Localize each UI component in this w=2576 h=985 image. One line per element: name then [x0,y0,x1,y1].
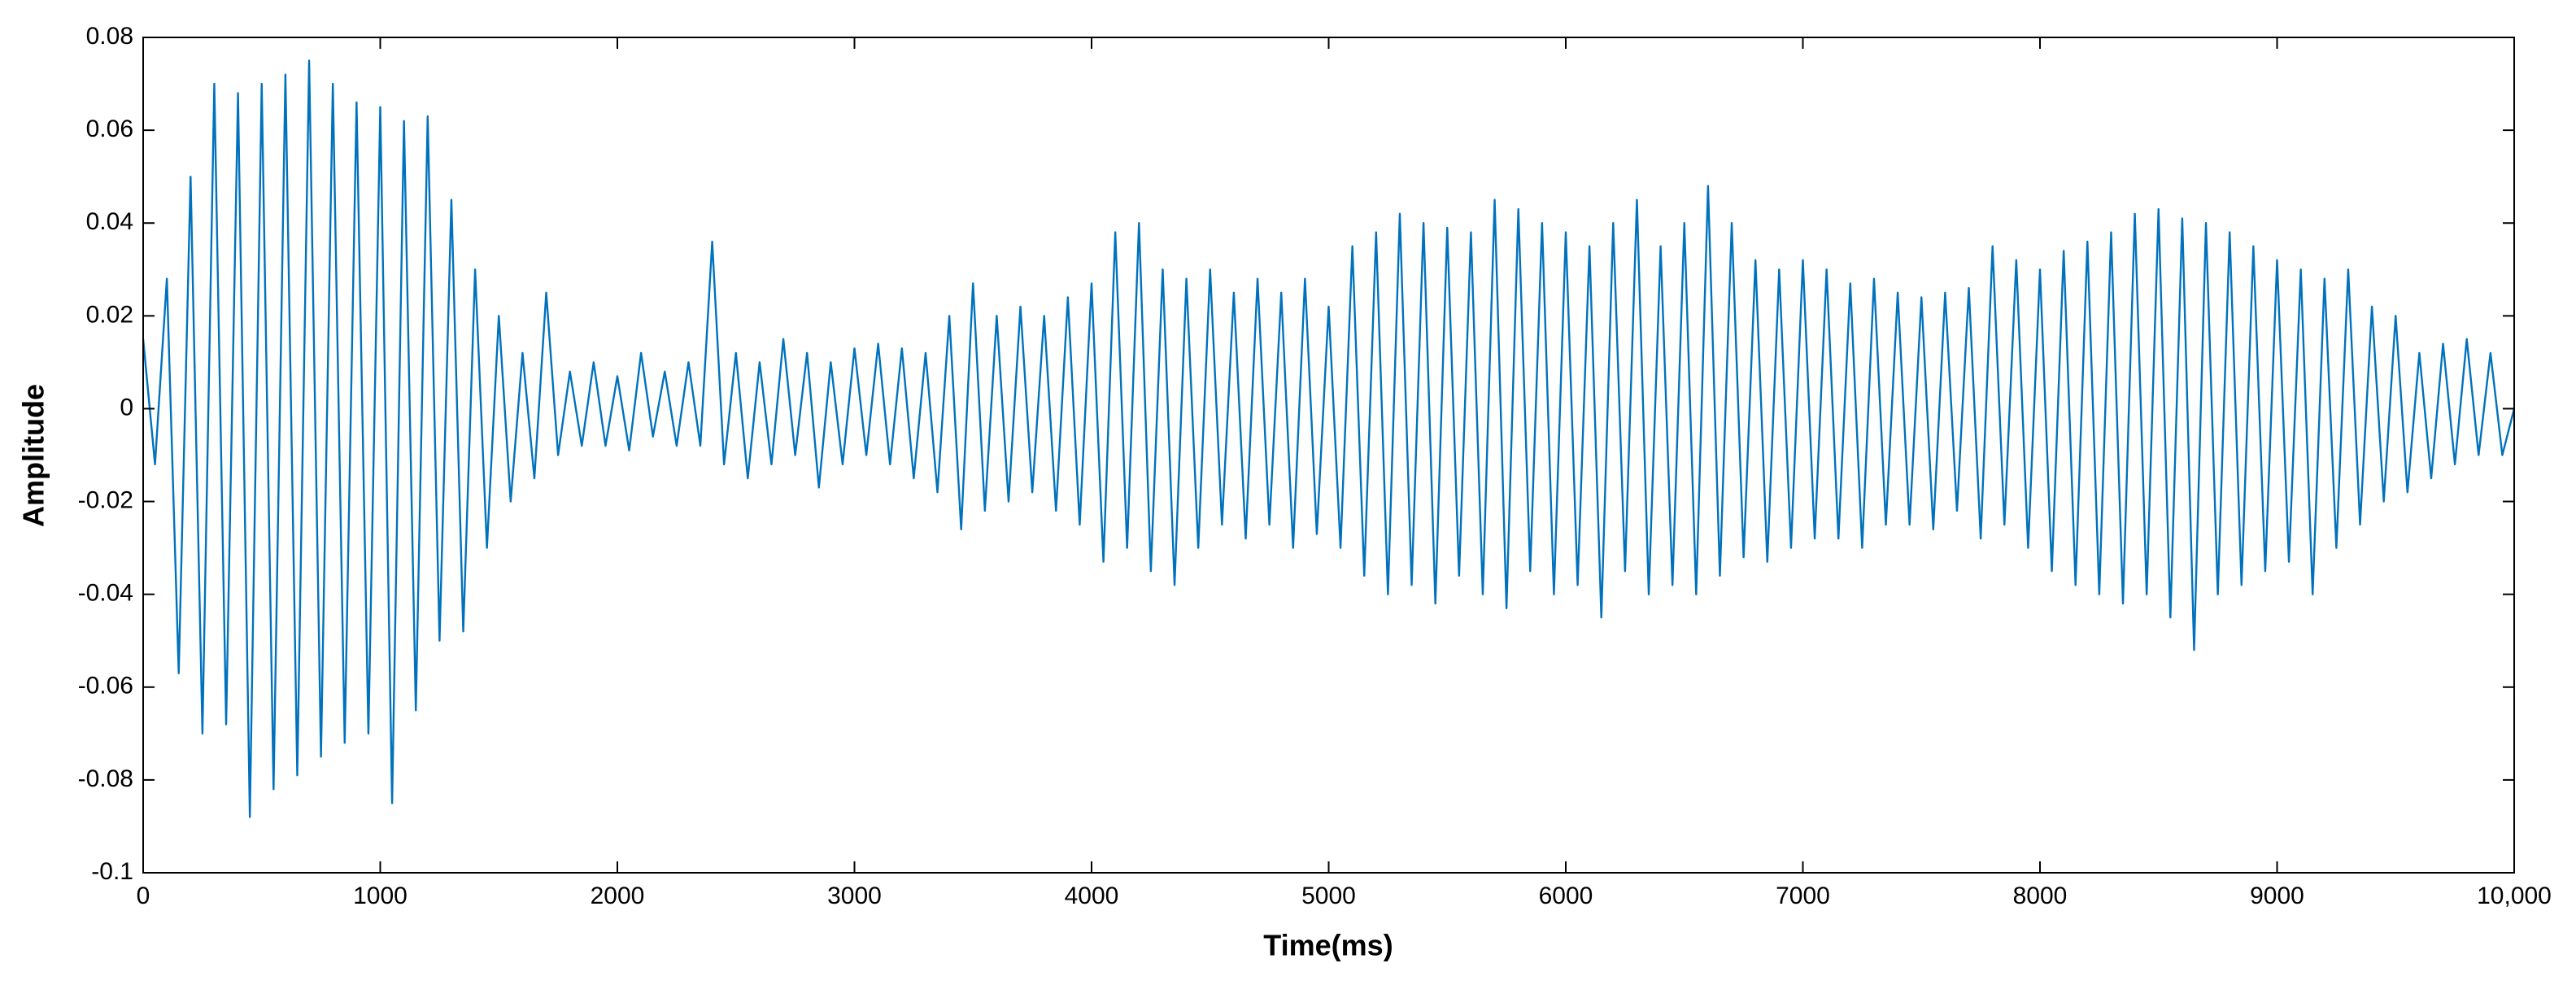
x-tick-label: 2000 [591,883,645,909]
y-tick-label: 0 [120,394,133,421]
plot-area [143,37,2514,873]
x-tick-label: 6000 [1539,883,1593,909]
y-tick-label: 0.06 [86,115,133,142]
x-tick-label: 1000 [353,883,408,909]
y-tick-label: -0.02 [78,486,133,513]
y-axis-label: Amplitude [17,384,50,527]
x-tick-label: 0 [137,883,150,909]
x-tick-label: 10,000 [2477,883,2552,909]
x-tick-label: 9000 [2250,883,2304,909]
x-tick-label: 4000 [1065,883,1119,909]
waveform [142,59,2516,818]
y-tick-label: -0.08 [78,765,133,792]
y-tick-label: -0.04 [78,580,133,607]
y-tick-label: -0.06 [78,673,133,700]
y-tick-label: 0.04 [86,208,133,235]
y-tick-label: 0.02 [86,301,133,328]
y-tick-label: -0.1 [91,858,133,885]
x-tick-label: 5000 [1301,883,1356,909]
y-tick-label: 0.08 [86,23,133,50]
plot-frame [142,37,2515,874]
x-tick-label: 7000 [1776,883,1830,909]
x-tick-label: 8000 [2013,883,2068,909]
x-tick-label: 3000 [827,883,882,909]
x-axis-label: Time(ms) [1263,929,1393,962]
